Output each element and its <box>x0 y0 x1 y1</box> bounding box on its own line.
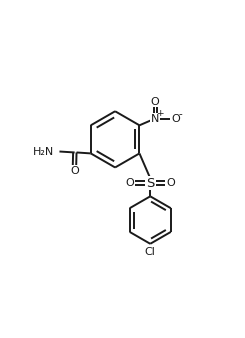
Text: S: S <box>146 176 154 190</box>
Text: Cl: Cl <box>145 247 156 257</box>
Text: N: N <box>151 114 159 124</box>
Text: O: O <box>151 97 159 106</box>
Text: H₂N: H₂N <box>33 146 54 156</box>
Text: O: O <box>125 178 134 188</box>
Text: -: - <box>178 109 182 119</box>
Text: O: O <box>167 178 175 188</box>
Text: O: O <box>70 166 79 175</box>
Text: +: + <box>156 110 163 118</box>
Text: O: O <box>171 114 180 124</box>
